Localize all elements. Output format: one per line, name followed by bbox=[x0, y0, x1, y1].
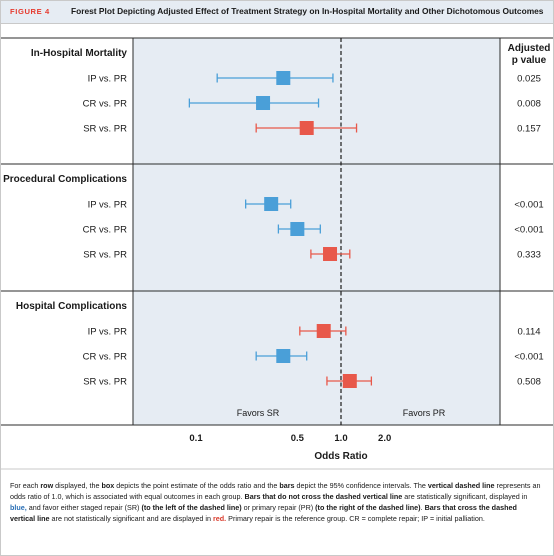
row-label: IP vs. PR bbox=[88, 327, 128, 338]
figure-header: FIGURE 4 Forest Plot Depicting Adjusted … bbox=[1, 1, 553, 24]
p-value: 0.508 bbox=[517, 377, 541, 388]
figure-label: FIGURE 4 bbox=[10, 7, 50, 16]
p-value: 0.333 bbox=[517, 250, 541, 261]
favors-right-label: Favors PR bbox=[403, 408, 446, 418]
p-value: <0.001 bbox=[514, 200, 543, 211]
group-title: Procedural Complications bbox=[3, 174, 127, 185]
point-estimate-box bbox=[323, 247, 338, 261]
figure-caption: For each row displayed, the box depicts … bbox=[10, 481, 541, 523]
row-label: SR vs. PR bbox=[83, 377, 127, 388]
p-value: <0.001 bbox=[514, 352, 543, 363]
p-value: 0.025 bbox=[517, 74, 541, 85]
point-estimate-box bbox=[316, 324, 331, 338]
row-label: SR vs. PR bbox=[83, 250, 127, 261]
x-axis-label: Odds Ratio bbox=[314, 451, 367, 462]
row-label: IP vs. PR bbox=[88, 200, 128, 211]
point-estimate-box bbox=[290, 222, 305, 236]
group-title: Hospital Complications bbox=[16, 301, 128, 312]
row-label: CR vs. PR bbox=[83, 352, 127, 363]
x-tick-label: 0.5 bbox=[291, 433, 305, 444]
point-estimate-box bbox=[342, 374, 357, 388]
p-value: <0.001 bbox=[514, 225, 543, 236]
row-label: CR vs. PR bbox=[83, 225, 127, 236]
p-value: 0.157 bbox=[517, 124, 541, 135]
pvalue-header-line1: Adjusted bbox=[508, 43, 551, 54]
row-label: SR vs. PR bbox=[83, 124, 127, 135]
pvalue-header-line2: p value bbox=[512, 55, 547, 66]
point-estimate-box bbox=[299, 121, 314, 135]
p-value: 0.008 bbox=[517, 99, 541, 110]
row-label: CR vs. PR bbox=[83, 99, 127, 110]
figure-title: Forest Plot Depicting Adjusted Effect of… bbox=[71, 6, 544, 16]
group-title: In-Hospital Mortality bbox=[31, 48, 128, 59]
x-tick-label: 1.0 bbox=[334, 433, 347, 444]
row-label: IP vs. PR bbox=[88, 74, 128, 85]
x-tick-label: 2.0 bbox=[378, 433, 391, 444]
plot-panel bbox=[133, 38, 500, 425]
x-tick-label: 0.1 bbox=[189, 433, 203, 444]
point-estimate-box bbox=[256, 96, 271, 110]
point-estimate-box bbox=[276, 71, 291, 85]
p-value: 0.114 bbox=[517, 327, 540, 338]
point-estimate-box bbox=[264, 197, 279, 211]
favors-left-label: Favors SR bbox=[237, 408, 280, 418]
point-estimate-box bbox=[276, 349, 291, 363]
